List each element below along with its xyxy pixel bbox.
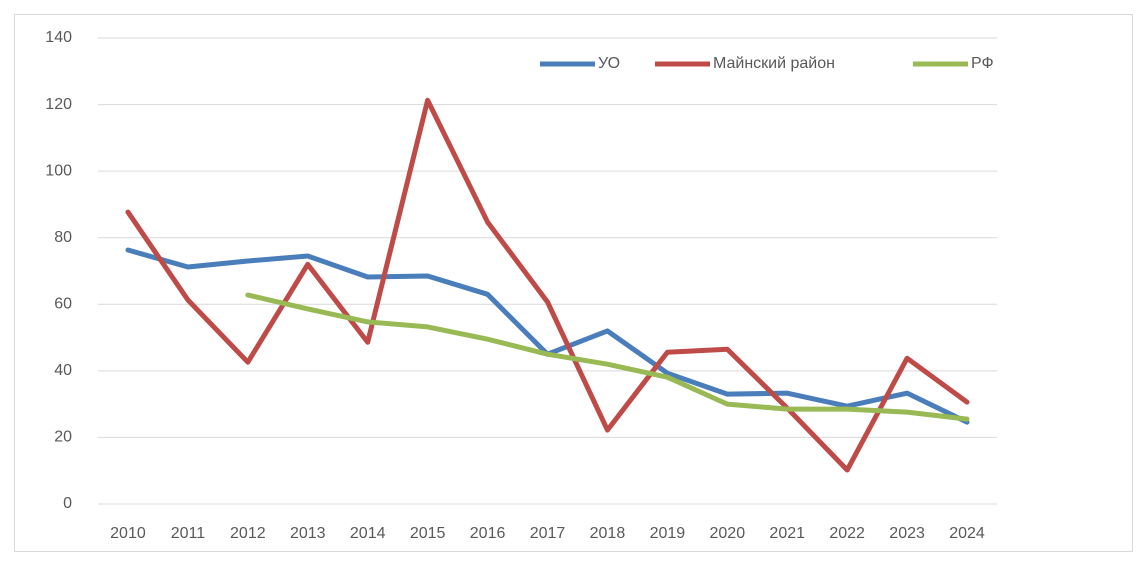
x-tick-label: 2011 (171, 525, 206, 542)
x-tick-label: 2022 (829, 525, 865, 542)
series-line (245, 292, 970, 422)
chart-border (14, 14, 1133, 552)
legend-label: РФ (971, 55, 994, 72)
series-line (125, 97, 970, 473)
legend-label: УО (598, 55, 620, 72)
legend-label: Майнский район (713, 55, 835, 72)
y-tick-label: 120 (45, 96, 72, 113)
x-tick-label: 2023 (889, 525, 925, 542)
x-tick-label: 2014 (350, 525, 386, 542)
y-tick-label: 20 (54, 429, 72, 446)
x-tick-label: 2020 (710, 525, 746, 542)
x-tick-label: 2015 (410, 525, 446, 542)
x-tick-label: 2017 (530, 525, 566, 542)
x-tick-label: 2016 (470, 525, 506, 542)
x-tick-label: 2019 (650, 525, 686, 542)
y-tick-label: 100 (45, 162, 72, 179)
y-tick-label: 140 (45, 29, 72, 46)
x-tick-label: 2012 (230, 525, 266, 542)
x-tick-label: 2010 (110, 525, 146, 542)
x-tick-label: 2018 (590, 525, 626, 542)
x-tick-label: 2021 (769, 525, 805, 542)
y-tick-label: 0 (63, 495, 72, 512)
y-tick-label: 60 (54, 296, 72, 313)
y-tick-label: 40 (54, 362, 72, 379)
x-tick-label: 2024 (949, 525, 985, 542)
y-tick-label: 80 (54, 229, 72, 246)
x-tick-label: 2013 (290, 525, 326, 542)
